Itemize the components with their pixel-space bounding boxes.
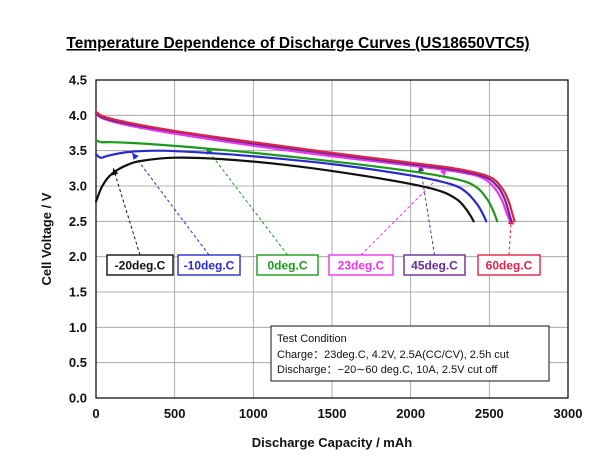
series-line-45deg.C <box>94 112 513 223</box>
y-axis-label: Cell Voltage / V <box>39 192 54 285</box>
y-tick-label-3: 1.5 <box>69 285 87 300</box>
pointer-line-5 <box>508 217 512 256</box>
series-line-0deg.C <box>94 139 499 223</box>
test-condition-discharge: Discharge：−20∼60 deg.C, 10A, 2.5V cut of… <box>277 364 498 376</box>
legend-label-23deg.C: 23deg.C <box>338 259 385 273</box>
legend-box--10deg.C <box>177 254 241 276</box>
plot-area <box>95 79 569 399</box>
y-tick-label-8: 4.0 <box>69 108 87 123</box>
y-tick-label-9: 4.5 <box>69 73 87 88</box>
legend-box-0deg.C <box>256 254 319 276</box>
test-condition-title: Test Condition <box>277 333 347 345</box>
legend-label-60deg.C: 60deg.C <box>486 259 533 273</box>
x-tick-label-6: 3000 <box>554 406 583 421</box>
x-tick-label-3: 1500 <box>318 406 347 421</box>
pointer-line-4 <box>419 164 435 256</box>
y-tick-label-7: 3.5 <box>69 143 87 158</box>
legend-label-45deg.C: 45deg.C <box>411 259 458 273</box>
test-condition-box: Test Condition Charge：23deg.C, 4.2V, 2.5… <box>270 325 550 382</box>
series-line-23deg.C <box>94 112 511 223</box>
y-tick-label-6: 3.0 <box>69 179 87 194</box>
pointer-arrow-1 <box>132 152 139 160</box>
chart-title: Temperature Dependence of Discharge Curv… <box>66 35 529 52</box>
legend-box--20deg.C <box>106 254 174 276</box>
pointer-line-0 <box>112 168 141 256</box>
y-tick-label-0: 0.0 <box>69 391 87 406</box>
series-line--20deg.C <box>94 156 475 223</box>
y-tick-label-1: 0.5 <box>69 355 87 370</box>
pointer-line-2 <box>205 147 288 256</box>
test-condition-charge: Charge：23deg.C, 4.2V, 2.5A(CC/CV), 2.5h … <box>277 349 509 361</box>
test-condition-frame <box>270 325 550 382</box>
legend-label--10deg.C: -10deg.C <box>184 259 235 273</box>
x-tick-label-1: 500 <box>164 406 186 421</box>
legend: -20deg.C -10deg.C 0deg.C 23deg.C 45deg.C 60de… <box>106 254 541 276</box>
series-line-60deg.C <box>94 110 516 223</box>
pointer-line-3 <box>360 168 448 256</box>
x-axis-ticks: 0 500 1000 1500 2000 2500 3000 <box>92 406 582 421</box>
x-tick-label-4: 2000 <box>396 406 425 421</box>
legend-pointers <box>112 147 515 256</box>
y-tick-label-4: 2.0 <box>69 249 87 264</box>
y-tick-label-2: 1.0 <box>69 320 87 335</box>
series-lines <box>94 110 516 223</box>
legend-box-45deg.C <box>403 254 466 276</box>
legend-box-23deg.C <box>328 254 394 276</box>
series-line--10deg.C <box>94 149 488 223</box>
x-tick-label-2: 1000 <box>239 406 268 421</box>
legend-label--20deg.C: -20deg.C <box>115 259 166 273</box>
pointer-line-1 <box>131 152 210 256</box>
y-tick-label-5: 2.5 <box>69 214 87 229</box>
pointer-arrow-4 <box>417 164 425 172</box>
y-axis-ticks: 0.0 0.5 1.0 1.5 2.0 2.5 3.0 3.5 4.0 4.5 <box>69 73 87 406</box>
x-axis-label: Discharge Capacity / mAh <box>252 435 412 450</box>
legend-label-0deg.C: 0deg.C <box>267 259 307 273</box>
legend-box-60deg.C <box>477 254 541 276</box>
x-tick-label-5: 2500 <box>475 406 504 421</box>
x-tick-label-0: 0 <box>92 406 99 421</box>
